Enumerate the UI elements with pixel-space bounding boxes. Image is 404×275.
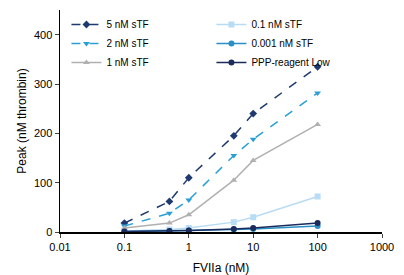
svg-text:0.1 nM sTF: 0.1 nM sTF [251,19,302,30]
svg-text:FVIIa (nM): FVIIa (nM) [193,261,250,275]
svg-text:100: 100 [34,177,52,189]
svg-text:PPP-reagent Low: PPP-reagent Low [251,57,330,68]
svg-text:300: 300 [34,78,52,90]
svg-text:0.1: 0.1 [117,241,132,253]
svg-text:10: 10 [247,241,259,253]
svg-text:1 nM sTF: 1 nM sTF [106,57,148,68]
svg-text:Peak (nM thrombin): Peak (nM thrombin) [15,68,29,173]
svg-text:200: 200 [34,127,52,139]
svg-text:100: 100 [308,241,326,253]
svg-text:5 nM sTF: 5 nM sTF [106,19,148,30]
svg-text:2 nM sTF: 2 nM sTF [106,38,148,49]
svg-text:400: 400 [34,29,52,41]
svg-text:1000: 1000 [370,241,394,253]
svg-text:0.01: 0.01 [49,241,70,253]
svg-text:0.001 nM sTF: 0.001 nM sTF [251,38,313,49]
svg-text:1: 1 [186,241,192,253]
svg-text:0: 0 [46,226,52,238]
